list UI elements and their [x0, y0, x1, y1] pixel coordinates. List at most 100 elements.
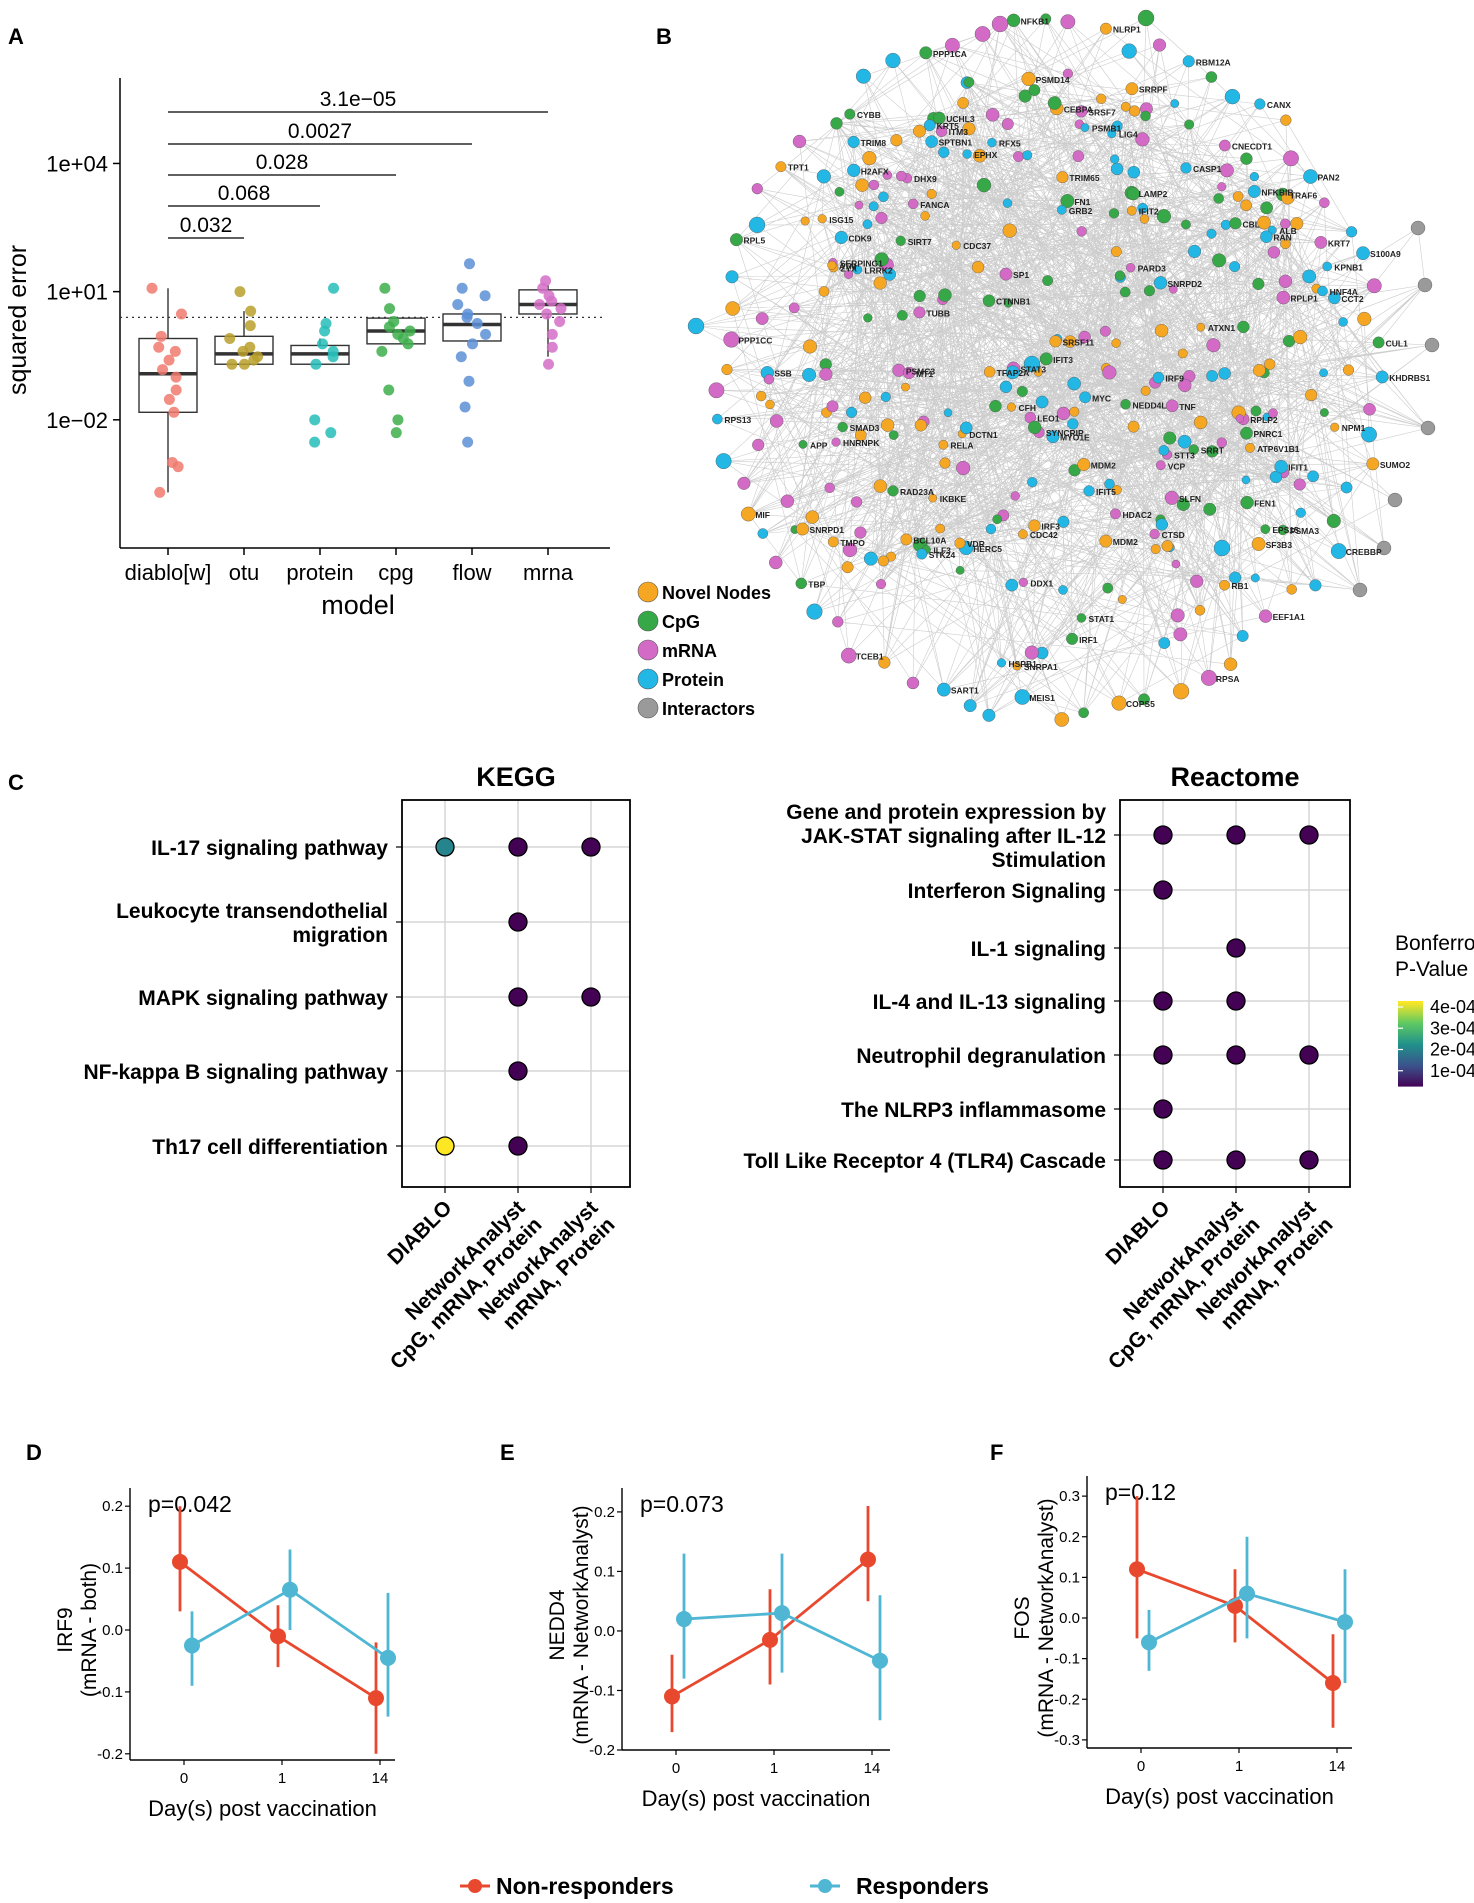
network-node: [1018, 529, 1028, 539]
network-node: [938, 146, 950, 158]
f-y-tick-label: -0.3: [1054, 1732, 1080, 1749]
f-y-tick-label: 0.2: [1059, 1529, 1080, 1546]
network-node: [1328, 291, 1341, 305]
network-node-label: ATP6V1B1: [1257, 444, 1300, 454]
network-node-label: IRF1: [1079, 635, 1098, 645]
network-node: [1330, 422, 1340, 432]
e-x-tick-label: 1: [770, 1760, 778, 1777]
a-data-point: [226, 358, 238, 370]
panel-letter-f: F: [990, 1440, 1003, 1465]
network-node-label: STK24: [929, 550, 956, 560]
f-y-axis-label: FOS(mRNA - NetworkAnalyst): [1011, 1498, 1058, 1737]
network-node: [1206, 370, 1218, 382]
network-node: [1309, 579, 1322, 592]
colorbar-segment: [1398, 1022, 1423, 1025]
a-data-point: [245, 305, 257, 317]
colorbar-segment: [1398, 1075, 1423, 1079]
colorbar-segment: [1398, 1032, 1423, 1036]
panel-c-enrichment: KEGG IL-17 signaling pathway Leukocyte tra…: [83, 762, 1474, 1374]
reactome-row-label: Toll Like Receptor 4 (TLR4) Cascade: [743, 1150, 1106, 1173]
network-node: [1240, 426, 1253, 440]
network-node: [1143, 285, 1155, 297]
network-node: [963, 76, 975, 88]
colorbar-segment: [1398, 1054, 1423, 1057]
network-node-label: CREBBP: [1346, 547, 1382, 557]
network-node-label: SRRPF: [1139, 85, 1168, 95]
a-data-point: [234, 286, 246, 298]
network-node: [1372, 336, 1385, 349]
network-node: [1005, 365, 1020, 380]
network-node: [1104, 478, 1115, 490]
network-node: [1330, 543, 1347, 559]
reactome-dot: [1153, 1045, 1173, 1065]
network-node: [1111, 695, 1127, 711]
network-node: [1212, 253, 1227, 268]
network-node-label: PSMC3: [906, 366, 936, 376]
network-node: [887, 485, 899, 497]
network-node-label: SUMO2: [1380, 460, 1411, 470]
network-node: [1003, 298, 1013, 308]
reactome-x-label: DIABLO: [1101, 1196, 1174, 1269]
colorbar-segment: [1398, 1018, 1423, 1021]
network-node: [1150, 544, 1161, 555]
network-node: [1027, 477, 1038, 488]
network-node: [1012, 661, 1022, 671]
network-legend-swatch: [637, 639, 659, 661]
network-node: [1267, 246, 1281, 259]
a-x-axis-label: model: [321, 590, 395, 620]
network-node: [957, 97, 969, 109]
network-node: [792, 134, 807, 149]
network-node: [1278, 274, 1293, 288]
network-node: [740, 506, 756, 522]
network-node: [1099, 22, 1112, 35]
network-node: [877, 555, 889, 567]
e-pvalue-annotation: p=0.073: [640, 1491, 724, 1517]
legend-nonresponders-dot: [468, 1879, 482, 1893]
network-node-label: EEF1A1: [1273, 612, 1305, 622]
legend-responders-label: Responders: [856, 1873, 989, 1899]
panel-a-boxplot: squared error model 1e+04 1e+01 1e−02 diab…: [4, 78, 610, 620]
network-node-label: SP1: [1013, 270, 1029, 280]
network-node-label: IFIT2: [1139, 207, 1159, 217]
a-data-point: [479, 290, 491, 302]
network-node: [1006, 13, 1021, 27]
a-y-tick-label: 1e−02: [46, 408, 108, 433]
network-node: [1126, 205, 1137, 216]
network-node: [1062, 68, 1073, 79]
network-node: [991, 15, 1009, 33]
network-node: [1111, 338, 1121, 348]
d-series-point: [368, 1690, 384, 1707]
a-data-point: [537, 282, 549, 294]
network-node: [847, 163, 861, 178]
network-node: [1286, 584, 1297, 595]
network-node: [1125, 82, 1139, 96]
reactome-row-label: Interferon Signaling: [908, 880, 1106, 903]
network-node: [954, 537, 966, 549]
network-node: [1203, 502, 1217, 516]
panel-letter-c: C: [8, 770, 24, 795]
network-node: [1254, 98, 1266, 110]
network-node: [976, 177, 992, 193]
d-series-point: [270, 1628, 286, 1645]
a-data-point: [224, 333, 236, 345]
network-node-label: SRSF11: [1062, 337, 1094, 347]
network-node: [1305, 389, 1318, 402]
network-node: [1152, 371, 1165, 384]
network-node: [1345, 226, 1358, 238]
network-node-label: HERC5: [973, 544, 1002, 554]
network-node-label: RPS13: [724, 415, 751, 425]
network-node: [1078, 330, 1091, 344]
network-node: [1277, 524, 1288, 536]
network-node-label: PSMA3: [1290, 526, 1320, 536]
network-node: [983, 366, 996, 378]
network-node: [1096, 93, 1107, 104]
network-node: [844, 108, 856, 120]
network-node: [1219, 139, 1231, 152]
network-node: [863, 313, 873, 323]
network-node: [769, 414, 784, 428]
network-node: [1375, 370, 1389, 384]
network-node-label: MDM2: [1113, 537, 1138, 547]
network-node: [907, 198, 919, 210]
network-node: [1245, 442, 1255, 453]
